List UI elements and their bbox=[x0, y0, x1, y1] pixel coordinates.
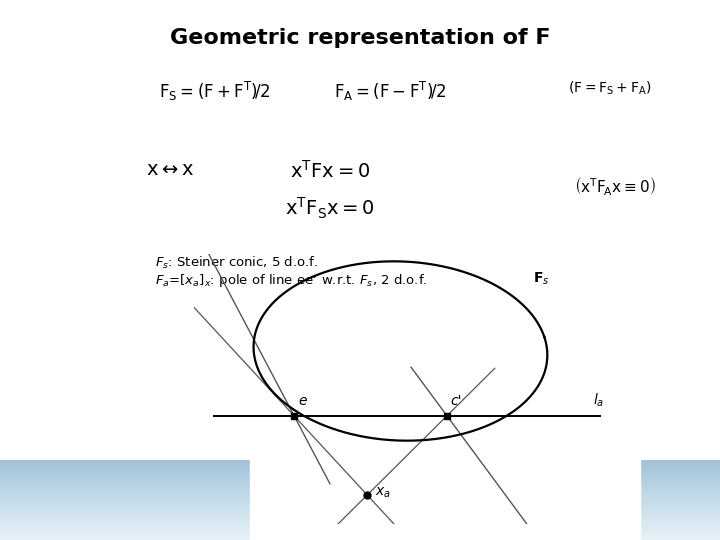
Text: $F_s$: Steiner conic, 5 d.o.f.: $F_s$: Steiner conic, 5 d.o.f. bbox=[155, 255, 318, 271]
Text: $\mathrm{F_S = \left(F + F^T\right)\!/2}$: $\mathrm{F_S = \left(F + F^T\right)\!/2}… bbox=[159, 80, 271, 103]
Text: $\mathrm{x \leftrightarrow x}$: $\mathrm{x \leftrightarrow x}$ bbox=[146, 160, 194, 179]
Text: $x_a$: $x_a$ bbox=[375, 486, 391, 501]
Text: $l_a$: $l_a$ bbox=[593, 392, 604, 409]
Text: $\mathrm{(F = F_S + F_A)}$: $\mathrm{(F = F_S + F_A)}$ bbox=[568, 80, 652, 97]
Text: $\mathbf{F}_s$: $\mathbf{F}_s$ bbox=[534, 271, 550, 287]
Text: $\mathrm{x^T Fx = 0}$: $\mathrm{x^T Fx = 0}$ bbox=[290, 160, 370, 182]
Text: $\mathrm{F_A = \left(F - F^T\right)\!/2}$: $\mathrm{F_A = \left(F - F^T\right)\!/2}… bbox=[334, 80, 446, 103]
Text: Geometric representation of F: Geometric representation of F bbox=[170, 28, 550, 48]
Text: $\mathrm{x^T F_S x = 0}$: $\mathrm{x^T F_S x = 0}$ bbox=[285, 196, 375, 221]
Text: $F_a$=$[x_a]_x$: pole of line ee’ w.r.t. $F_s$, 2 d.o.f.: $F_a$=$[x_a]_x$: pole of line ee’ w.r.t.… bbox=[155, 272, 428, 289]
Text: c': c' bbox=[450, 394, 462, 408]
Text: e: e bbox=[299, 394, 307, 408]
Text: $\mathrm{\left(x^T F_{\!A} x \equiv 0\right)}$: $\mathrm{\left(x^T F_{\!A} x \equiv 0\ri… bbox=[574, 175, 656, 197]
